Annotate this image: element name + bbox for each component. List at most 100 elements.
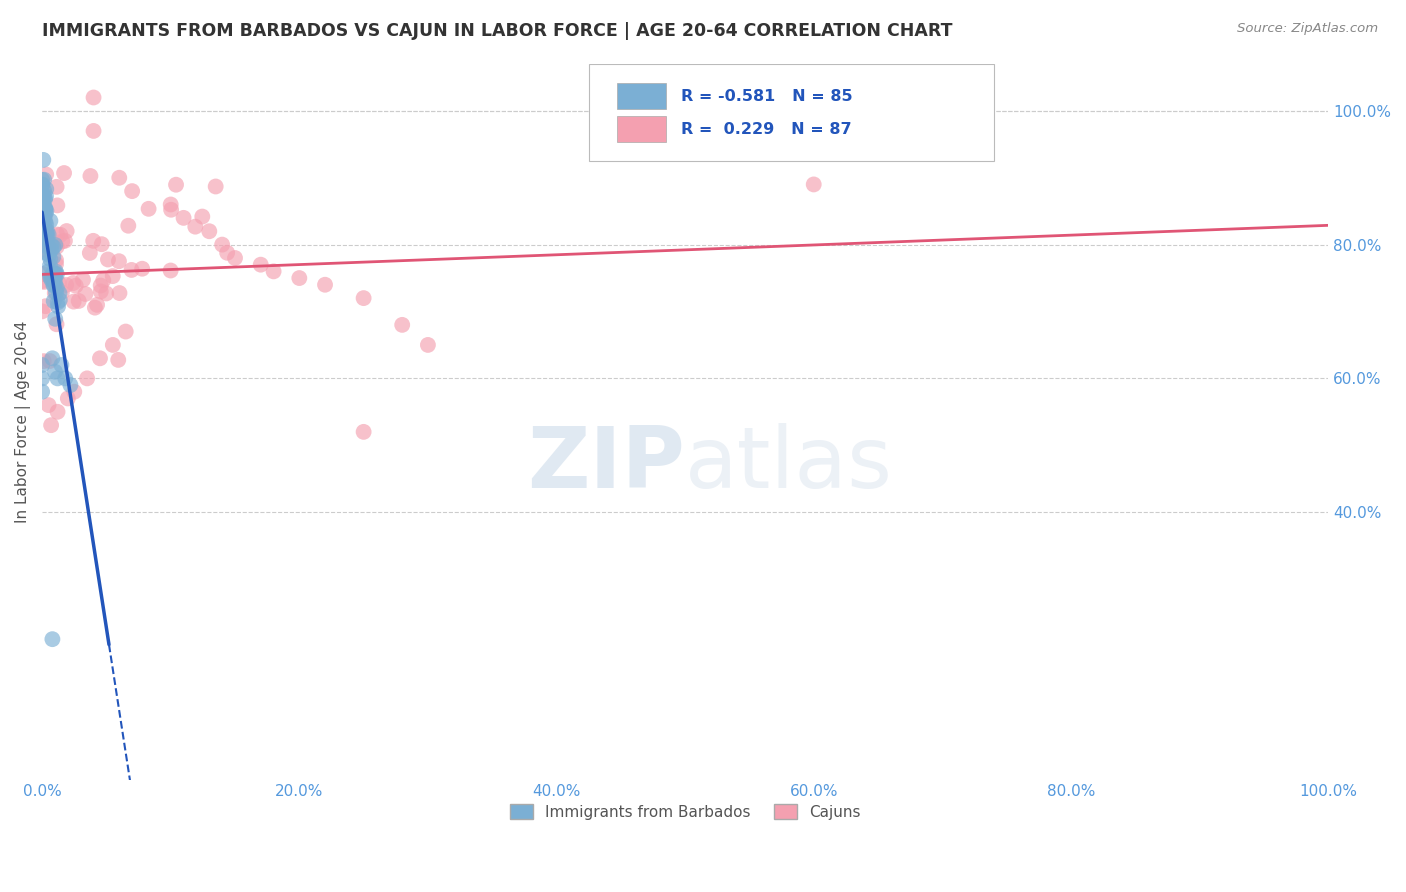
Point bbox=[101, 269, 124, 284]
FancyBboxPatch shape bbox=[617, 83, 666, 109]
Point bbox=[34, 245, 56, 260]
Point bbox=[75, 287, 97, 301]
Point bbox=[211, 237, 233, 252]
Point bbox=[34, 202, 56, 216]
Point bbox=[391, 318, 413, 332]
Point bbox=[32, 197, 55, 211]
Text: atlas: atlas bbox=[685, 424, 893, 507]
Point bbox=[32, 212, 55, 227]
Point bbox=[45, 267, 67, 281]
Y-axis label: In Labor Force | Age 20-64: In Labor Force | Age 20-64 bbox=[15, 320, 31, 523]
Point bbox=[41, 238, 63, 252]
Point bbox=[38, 398, 60, 412]
Point bbox=[34, 192, 56, 206]
Point bbox=[82, 234, 104, 248]
Point bbox=[45, 253, 67, 268]
Point bbox=[55, 224, 77, 238]
Point bbox=[32, 192, 55, 206]
Point bbox=[32, 193, 55, 207]
Point bbox=[101, 338, 124, 352]
Point bbox=[44, 365, 66, 379]
Point bbox=[31, 371, 53, 385]
Point bbox=[37, 238, 59, 252]
Point bbox=[34, 201, 56, 215]
Point bbox=[89, 351, 111, 366]
Point bbox=[108, 254, 131, 268]
Point bbox=[42, 240, 65, 254]
Point bbox=[49, 227, 72, 242]
Point bbox=[191, 210, 214, 224]
Point bbox=[79, 246, 101, 260]
Point bbox=[224, 251, 246, 265]
Point bbox=[62, 294, 84, 309]
Point bbox=[53, 371, 76, 385]
Point bbox=[34, 226, 56, 240]
Point bbox=[35, 182, 58, 196]
Point bbox=[34, 243, 56, 257]
Legend: Immigrants from Barbados, Cajuns: Immigrants from Barbados, Cajuns bbox=[503, 797, 866, 826]
Point bbox=[31, 191, 53, 205]
Point bbox=[32, 205, 55, 219]
Point bbox=[46, 295, 69, 310]
Point bbox=[35, 168, 58, 182]
Point bbox=[38, 248, 60, 262]
Point bbox=[138, 202, 160, 216]
Point bbox=[49, 293, 72, 307]
Point bbox=[76, 371, 98, 385]
Point bbox=[53, 166, 76, 180]
Point bbox=[35, 227, 58, 241]
Point bbox=[117, 219, 139, 233]
Point bbox=[90, 237, 112, 252]
Point bbox=[416, 338, 439, 352]
Point bbox=[90, 285, 112, 299]
Point bbox=[114, 325, 136, 339]
Point bbox=[263, 264, 285, 278]
Text: Source: ZipAtlas.com: Source: ZipAtlas.com bbox=[1237, 22, 1378, 36]
FancyBboxPatch shape bbox=[589, 64, 994, 161]
Text: ZIP: ZIP bbox=[527, 424, 685, 507]
Point bbox=[353, 291, 375, 305]
Point bbox=[204, 179, 226, 194]
Point bbox=[44, 311, 66, 326]
Point bbox=[44, 238, 66, 252]
Point bbox=[42, 293, 65, 308]
Point bbox=[39, 270, 62, 285]
Text: IMMIGRANTS FROM BARBADOS VS CAJUN IN LABOR FORCE | AGE 20-64 CORRELATION CHART: IMMIGRANTS FROM BARBADOS VS CAJUN IN LAB… bbox=[42, 22, 953, 40]
Point bbox=[32, 188, 55, 202]
Point bbox=[39, 214, 62, 228]
Point bbox=[39, 269, 62, 284]
Point bbox=[31, 274, 53, 288]
Point bbox=[159, 197, 181, 211]
Point bbox=[108, 286, 131, 301]
Point bbox=[34, 202, 56, 217]
Point bbox=[39, 272, 62, 286]
Point bbox=[37, 228, 59, 243]
Point bbox=[42, 266, 65, 280]
Point bbox=[159, 263, 181, 277]
Point bbox=[63, 384, 86, 399]
Point bbox=[56, 392, 79, 406]
Point bbox=[41, 351, 63, 366]
Point bbox=[90, 278, 112, 293]
Point bbox=[314, 277, 336, 292]
Point bbox=[32, 184, 55, 198]
Point bbox=[165, 178, 187, 192]
FancyBboxPatch shape bbox=[617, 116, 666, 142]
Point bbox=[34, 231, 56, 245]
Point bbox=[42, 250, 65, 264]
Point bbox=[34, 218, 56, 232]
Point bbox=[121, 263, 143, 277]
Point bbox=[31, 173, 53, 187]
Point bbox=[31, 178, 53, 192]
Point bbox=[86, 298, 108, 312]
Point bbox=[108, 170, 131, 185]
Point bbox=[39, 258, 62, 272]
Point bbox=[35, 230, 58, 244]
Point bbox=[31, 222, 53, 236]
Point bbox=[44, 267, 66, 281]
Point bbox=[91, 273, 114, 287]
Point bbox=[72, 273, 94, 287]
Point bbox=[31, 358, 53, 372]
Point bbox=[35, 203, 58, 218]
Point bbox=[48, 276, 70, 290]
